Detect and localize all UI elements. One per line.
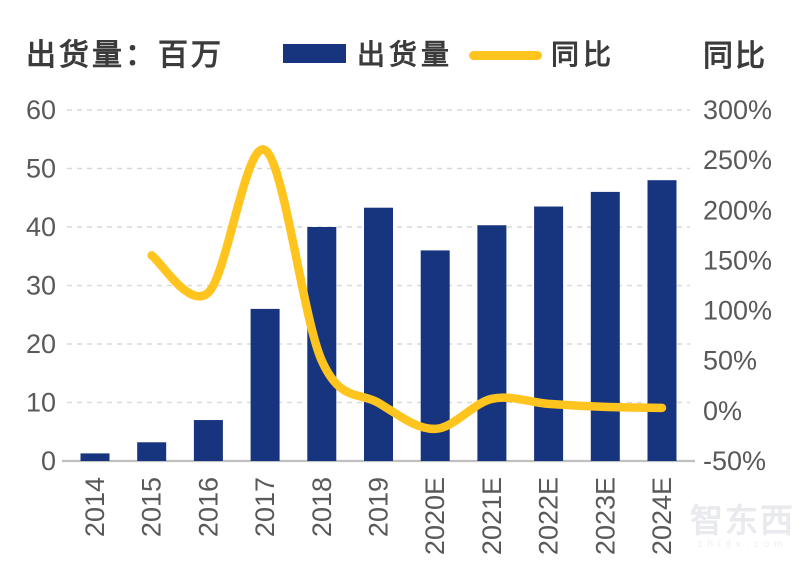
right-tick-250%: 250% [703, 145, 772, 175]
x-label-2022E: 2022E [534, 477, 564, 555]
x-label-2015: 2015 [137, 477, 167, 537]
x-label-2020E: 2020E [420, 477, 450, 555]
bar-2022E [534, 206, 564, 461]
yoy-line [147, 145, 667, 434]
right-axis-title: 同比 [703, 39, 767, 74]
left-tick-10: 10 [26, 388, 56, 418]
left-axis-title: 出货量：百万 [26, 38, 224, 73]
bar-2016 [193, 420, 223, 461]
legend-bar-swatch [283, 44, 346, 63]
bar-2024E [647, 180, 677, 461]
right-tick-200%: 200% [703, 195, 772, 225]
left-tick-60: 60 [26, 95, 56, 125]
bar-2015 [137, 442, 167, 461]
bar-2023E [590, 191, 620, 461]
bar-2014 [80, 453, 110, 461]
x-label-2019: 2019 [364, 477, 394, 537]
legend-line-label: 同比 [551, 38, 616, 71]
legend-line-swatch [469, 51, 542, 60]
left-tick-40: 40 [26, 212, 56, 242]
x-label-2016: 2016 [193, 477, 223, 537]
bar-2019 [364, 207, 393, 461]
bar-2017 [250, 308, 280, 461]
bar-2021E [477, 225, 507, 461]
x-label-2018: 2018 [307, 477, 337, 537]
right-tick-100%: 100% [703, 296, 772, 326]
right-tick--50%: -50% [703, 446, 766, 476]
left-tick-20: 20 [26, 329, 56, 359]
right-tick-150%: 150% [703, 245, 772, 275]
legend-bar-label: 出货量 [357, 38, 454, 71]
right-tick-0%: 0% [703, 396, 742, 426]
x-label-2014: 2014 [80, 477, 110, 537]
right-tick-50%: 50% [703, 346, 757, 376]
left-tick-30: 30 [26, 271, 56, 301]
left-tick-50: 50 [26, 154, 56, 184]
left-tick-0: 0 [41, 446, 56, 476]
x-label-2021E: 2021E [477, 477, 507, 555]
x-label-2017: 2017 [250, 477, 280, 537]
x-label-2024E: 2024E [647, 477, 677, 555]
x-label-2023E: 2023E [590, 477, 620, 555]
right-tick-300%: 300% [703, 95, 772, 125]
